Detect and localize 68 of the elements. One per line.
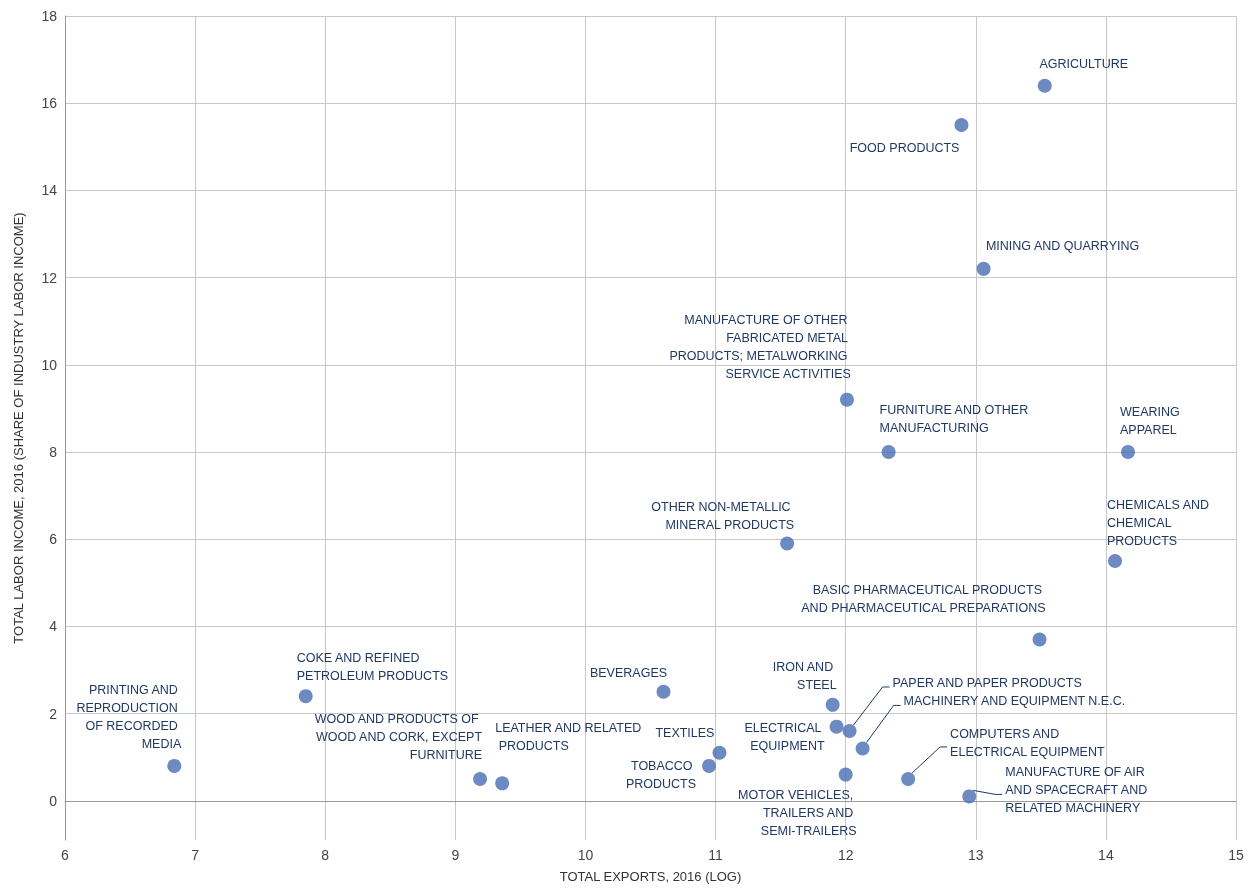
point <box>495 776 510 791</box>
point <box>838 767 853 782</box>
point <box>954 118 969 132</box>
point <box>298 689 313 704</box>
point <box>839 392 854 407</box>
point <box>842 724 857 738</box>
point <box>901 771 916 786</box>
point <box>881 444 896 459</box>
point <box>962 789 977 804</box>
y-tick-label: 6 <box>49 531 58 548</box>
annotation: CHEMICALS AND CHEMICAL PRODUCTS <box>1107 497 1213 548</box>
x-tick-label: 15 <box>1228 847 1244 863</box>
annotation: FURNITURE AND OTHER MANUFACTURING <box>879 402 1032 435</box>
point <box>780 536 795 551</box>
x-tick-label: 14 <box>1098 847 1114 863</box>
x-tick-label: 9 <box>451 847 460 863</box>
annotation: MANUFACTURE OF AIR AND SPACECRAFT AND RELATED MACHINERY <box>1005 765 1151 816</box>
annotation: TEXTILES <box>655 725 715 740</box>
point <box>1032 632 1047 647</box>
annotation: PAPER AND PAPER PRODUCTS <box>892 676 1082 691</box>
y-tick-label: 12 <box>41 269 58 286</box>
point <box>825 697 840 712</box>
annotation: WEARING APPAREL <box>1120 404 1184 437</box>
x-tick-label: 11 <box>708 847 724 863</box>
point <box>473 771 488 786</box>
annotation: WOOD AND PRODUCTS OF WOOD AND CORK, EXCEPT FURNITURE <box>314 711 483 762</box>
x-tick-label: 7 <box>191 847 200 863</box>
y-tick-label: 10 <box>41 356 58 373</box>
annotation: COMPUTERS AND ELECTRICAL EQUIPMENT <box>950 726 1105 759</box>
point <box>656 684 671 699</box>
y-tick-label: 0 <box>49 792 58 809</box>
annotation: MANUFACTURE OF OTHER FABRICATED METAL PRODUCTS; METALWORKING SERVICE ACTIVITIES <box>669 312 851 381</box>
annotation: MACHINERY AND EQUIPMENT N.E.C. <box>903 694 1126 709</box>
annotation: COKE AND REFINED PETROLEUM PRODUCTS <box>296 651 449 684</box>
y-tick-label: 14 <box>41 182 58 199</box>
y-tick-label: 2 <box>49 705 58 722</box>
y-tick-label: 8 <box>49 443 58 460</box>
point <box>712 745 727 760</box>
annotation: BEVERAGES <box>589 665 668 680</box>
y-axis-title: TOTAL LABOR INCOME, 2016 (SHARE OF INDUSTRY LABOR INCOME) <box>11 212 26 644</box>
annotation: LEATHER AND RELATED PRODUCTS <box>495 721 642 754</box>
annotation: PRINTING AND REPRODUCTION OF RECORDED MEDIA <box>76 682 182 751</box>
x-tick-label: 10 <box>577 847 594 863</box>
y-tick-label: 16 <box>41 95 58 112</box>
x-axis-title: TOTAL EXPORTS, 2016 (LOG) <box>559 869 742 884</box>
x-tick-label: 12 <box>837 847 854 863</box>
annotation: BASIC PHARMACEUTICAL PRODUCTS AND PHARMACEUTICAL PREPARATIONS <box>801 583 1046 616</box>
annotation: FOOD PRODUCTS <box>849 140 960 155</box>
point <box>1121 444 1136 459</box>
point <box>1037 78 1052 93</box>
annotation: IRON AND STEEL <box>772 659 837 692</box>
y-tick-label: 18 <box>41 8 58 24</box>
y-tick-label: 4 <box>49 618 58 635</box>
point <box>167 758 182 773</box>
annotation: MOTOR VEHICLES, TRAILERS AND SEMI-TRAILERS <box>738 787 857 838</box>
point <box>829 719 844 734</box>
x-tick-label: 13 <box>967 847 984 863</box>
point <box>855 741 870 756</box>
point <box>702 758 717 773</box>
point <box>976 261 991 276</box>
x-tick-label: 6 <box>61 847 70 863</box>
x-tick-label: 8 <box>321 847 330 863</box>
annotation: ELECTRICAL EQUIPMENT <box>744 720 825 753</box>
point <box>1108 553 1122 568</box>
annotation: OTHER NON-METALLIC MINERAL PRODUCTS <box>651 499 795 532</box>
annotation: MINING AND QUARRYING <box>985 238 1140 253</box>
annotation: TOBACCO PRODUCTS <box>625 758 697 791</box>
annotation: AGRICULTURE <box>1039 56 1129 71</box>
